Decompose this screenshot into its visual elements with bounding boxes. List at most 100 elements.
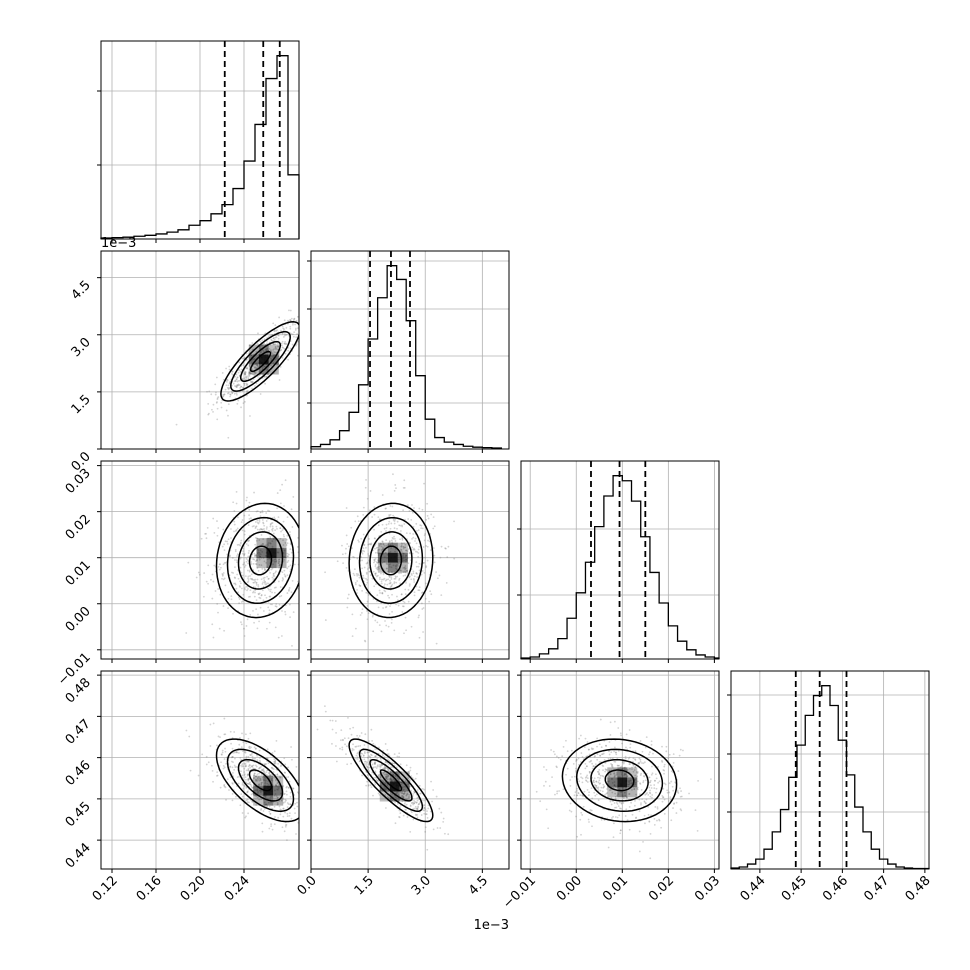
sample-point (251, 786, 254, 789)
sample-point (573, 794, 576, 797)
sample-point (254, 543, 257, 546)
sample-point (386, 567, 388, 570)
sample-point (272, 536, 275, 539)
sample-point (345, 547, 347, 550)
sample-point (253, 758, 255, 760)
sample-point (389, 605, 391, 608)
sample-point (378, 746, 380, 749)
sample-point (375, 778, 378, 781)
sample-point (233, 523, 236, 526)
sample-point (263, 576, 266, 579)
sample-point (665, 745, 668, 748)
sample-point (343, 789, 345, 791)
sample-point (240, 793, 243, 796)
sample-point (322, 293, 324, 295)
sample-point (638, 850, 641, 853)
sample-point (648, 776, 651, 779)
sample-point (382, 779, 384, 782)
sample-point (236, 380, 239, 383)
sample-point (641, 762, 643, 764)
sample-point (413, 802, 416, 805)
sample-point (616, 764, 619, 767)
sample-point (253, 552, 256, 555)
sample-point (250, 793, 253, 796)
sample-point (616, 803, 619, 805)
sample-point (413, 575, 416, 578)
y-tick-label: 0.47 (63, 717, 94, 748)
sample-point (260, 809, 262, 811)
sample-point (614, 774, 616, 777)
sample-point (248, 763, 251, 766)
sample-point (256, 779, 259, 782)
sample-point (386, 775, 389, 778)
sample-point (388, 770, 391, 772)
sample-point (283, 333, 286, 335)
sample-point (633, 769, 636, 771)
sample-point (417, 803, 420, 805)
sample-point (596, 758, 599, 761)
sample-point (346, 606, 349, 609)
sample-point (296, 333, 299, 335)
sample-point (259, 511, 262, 514)
sample-point (340, 729, 343, 732)
sample-point (418, 589, 421, 592)
sample-point (227, 597, 230, 600)
sample-point (255, 747, 257, 750)
sample-point (278, 355, 281, 358)
sample-point (260, 782, 263, 785)
sample-point (426, 817, 429, 819)
sample-point (216, 397, 219, 400)
sample-point (265, 376, 268, 378)
sample-point (265, 512, 268, 514)
sample-point (670, 780, 673, 783)
sample-point (275, 586, 277, 589)
sample-point (214, 590, 217, 592)
sample-point (440, 594, 443, 597)
sample-point (263, 569, 266, 571)
sample-point (366, 604, 369, 607)
sample-point (367, 768, 370, 771)
sample-point (265, 774, 268, 776)
sample-point (557, 756, 560, 759)
sample-point (669, 796, 672, 799)
sample-point (569, 779, 572, 781)
sample-point (278, 567, 281, 569)
sample-point (268, 347, 271, 350)
sample-point (439, 556, 442, 559)
sample-point (379, 776, 382, 779)
sample-point (231, 756, 233, 759)
sample-point (269, 349, 272, 351)
sample-point (427, 539, 429, 542)
sample-point (290, 746, 292, 748)
sample-point (381, 546, 384, 549)
sample-point (420, 527, 423, 530)
sample-point (271, 528, 273, 531)
sample-point (240, 539, 243, 542)
sample-point (219, 736, 221, 739)
sample-point (203, 572, 206, 574)
sample-point (401, 800, 404, 803)
sample-point (384, 768, 387, 771)
sample-point (403, 601, 406, 604)
sample-point (247, 769, 250, 771)
sample-point (281, 356, 284, 359)
sample-point (253, 621, 255, 624)
sample-point (556, 790, 559, 793)
sample-point (404, 779, 407, 782)
density-cell (397, 562, 408, 573)
sample-point (270, 823, 273, 826)
sample-point (197, 774, 200, 777)
sample-point (282, 347, 285, 349)
sample-point (223, 766, 226, 769)
sample-point (385, 530, 387, 532)
contour-2-3-3 (561, 738, 678, 823)
sample-point (576, 789, 578, 792)
sample-point (216, 407, 219, 410)
sample-point (374, 572, 377, 575)
sample-point (598, 773, 600, 776)
sample-point (414, 806, 417, 808)
sample-point (367, 784, 370, 787)
sample-point (416, 772, 418, 775)
sample-point (401, 539, 404, 541)
sample-point (396, 595, 398, 598)
